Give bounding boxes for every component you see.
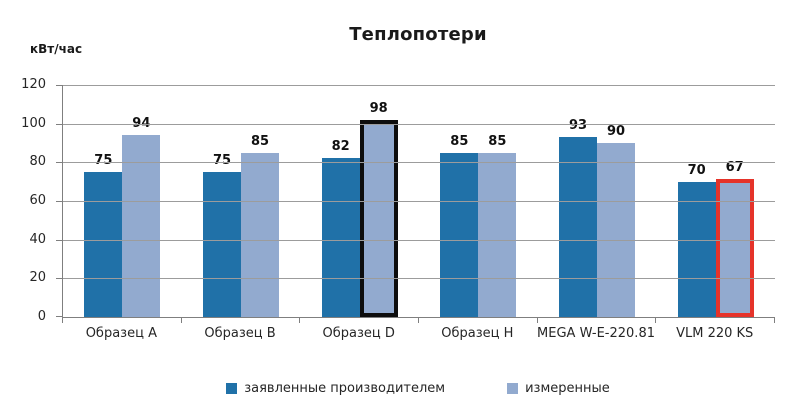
legend-item: заявленные производителем bbox=[226, 381, 445, 396]
gridline bbox=[63, 85, 775, 86]
y-axis-unit-label: кВт/час bbox=[30, 42, 83, 56]
bar-value-label: 93 bbox=[568, 118, 588, 134]
bar-slot: 67 bbox=[715, 160, 754, 317]
y-tick-label: 120 bbox=[21, 77, 46, 92]
x-category-label: Образец A bbox=[85, 326, 157, 341]
bar-group: 75 85 bbox=[182, 85, 301, 317]
bar bbox=[241, 152, 279, 317]
bar-slot: 75 bbox=[84, 153, 123, 317]
bar-value-label: 75 bbox=[94, 153, 113, 168]
bar bbox=[559, 137, 598, 317]
y-tick-label: 40 bbox=[29, 231, 46, 247]
plot-area: 75 94 75 85 82 98 85 85 93 90 70 67 bbox=[56, 85, 775, 323]
bar-slot: 98 bbox=[359, 101, 398, 317]
x-axis-labels: Образец A Образец B Образец D Образец H MEGA… bbox=[62, 326, 774, 341]
bar-value-label: 70 bbox=[687, 162, 706, 178]
legend-label: заявленные производителем bbox=[244, 381, 446, 396]
x-tick-mark bbox=[418, 317, 419, 323]
x-tick-mark bbox=[655, 317, 657, 323]
bar-slot: 94 bbox=[122, 116, 161, 317]
bar-slot: 85 bbox=[440, 134, 479, 317]
bar bbox=[203, 172, 241, 317]
bar bbox=[321, 158, 360, 317]
x-tick-mark bbox=[774, 317, 775, 323]
x-tick-mark bbox=[180, 317, 182, 323]
bar-slot: 93 bbox=[559, 118, 598, 317]
bar bbox=[84, 172, 123, 317]
y-tick-mark bbox=[56, 278, 63, 280]
x-category-label: VLM 220 KS bbox=[676, 326, 754, 341]
chart-title: Теплопотери bbox=[349, 24, 487, 45]
bar-group: 82 98 bbox=[300, 85, 419, 317]
bar-slot: 85 bbox=[478, 134, 517, 317]
gridline bbox=[63, 239, 775, 241]
bar-value-label: 85 bbox=[488, 133, 507, 149]
y-tick-label: 80 bbox=[29, 154, 46, 170]
x-tick-mark bbox=[299, 317, 301, 323]
bar bbox=[359, 119, 398, 317]
y-axis: 0 20 40 60 80 100 120 bbox=[0, 77, 54, 324]
x-tick-mark bbox=[536, 317, 538, 323]
bar bbox=[597, 143, 636, 317]
legend-swatch bbox=[226, 383, 238, 394]
y-tick-mark bbox=[56, 239, 63, 241]
bar-slot: 82 bbox=[321, 139, 360, 317]
x-category-label: Образец D bbox=[322, 326, 395, 341]
y-tick-mark bbox=[56, 85, 63, 86]
bar bbox=[715, 179, 754, 317]
bar-value-label: 82 bbox=[331, 139, 350, 155]
bar bbox=[478, 152, 517, 317]
legend-swatch bbox=[507, 383, 519, 394]
gridline bbox=[63, 162, 775, 164]
bar-group: 70 67 bbox=[656, 85, 775, 317]
y-tick-mark bbox=[56, 162, 63, 164]
x-category-label: Образец H bbox=[441, 326, 514, 341]
gridline bbox=[63, 123, 775, 125]
bar-slot: 90 bbox=[597, 124, 636, 317]
bar-value-label: 98 bbox=[369, 100, 388, 116]
gridline bbox=[63, 201, 775, 202]
legend: заявленные производителем измеренные bbox=[62, 381, 774, 396]
y-tick-label: 60 bbox=[29, 193, 46, 208]
bar-slot: 85 bbox=[241, 134, 279, 317]
y-tick-label: 0 bbox=[37, 309, 46, 324]
bar-value-label: 85 bbox=[450, 133, 469, 149]
bar-slot: 70 bbox=[677, 163, 716, 317]
y-tick-label: 100 bbox=[21, 115, 46, 131]
bar-value-label: 90 bbox=[606, 124, 626, 139]
legend-item: измеренные bbox=[507, 381, 610, 396]
x-tick-mark bbox=[62, 317, 63, 323]
x-category-label: MEGA W-E-220.81 bbox=[537, 326, 655, 341]
legend-label: измеренные bbox=[525, 381, 610, 396]
bar-value-label: 67 bbox=[725, 160, 744, 176]
bar bbox=[122, 135, 161, 317]
bar bbox=[677, 181, 716, 317]
x-category-label: Образец B bbox=[204, 326, 276, 341]
y-tick-mark bbox=[56, 201, 63, 202]
y-tick-label: 20 bbox=[29, 270, 46, 286]
bar-group: 75 94 bbox=[63, 85, 182, 317]
y-tick-mark bbox=[56, 123, 63, 125]
bar-groups: 75 94 75 85 82 98 85 85 93 90 70 67 bbox=[63, 85, 775, 317]
bar-group: 93 90 bbox=[538, 85, 657, 317]
bar-group: 85 85 bbox=[419, 85, 538, 317]
gridline bbox=[63, 278, 775, 280]
bar-slot: 75 bbox=[203, 153, 241, 317]
y-tick-mark bbox=[56, 316, 63, 317]
bar-value-label: 85 bbox=[250, 133, 270, 149]
bar bbox=[440, 152, 479, 317]
bar-value-label: 75 bbox=[212, 153, 232, 168]
